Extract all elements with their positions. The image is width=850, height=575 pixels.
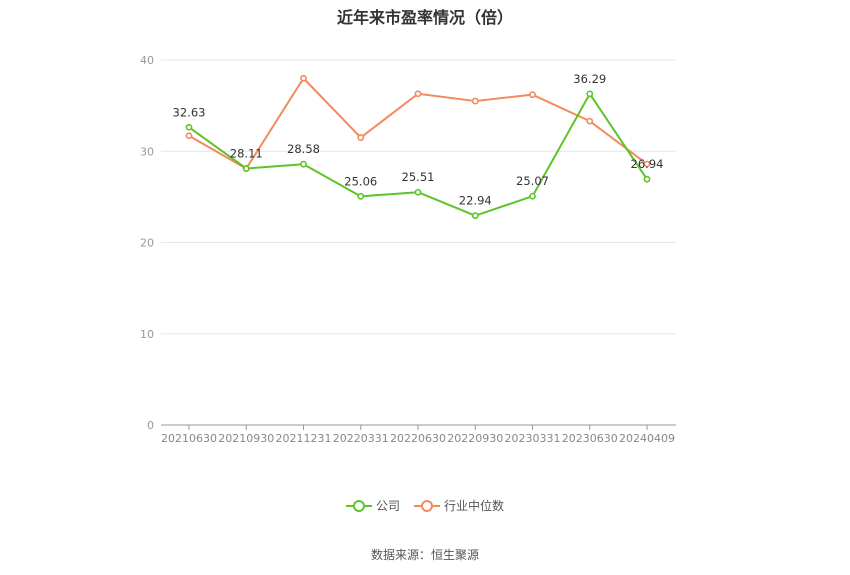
legend-label-company: 公司 xyxy=(375,499,400,513)
data-point xyxy=(529,192,536,200)
x-tick-label: 20211231 xyxy=(276,432,332,445)
data-point xyxy=(357,134,365,141)
y-tick-label: 30 xyxy=(140,145,154,158)
data-label: 26.94 xyxy=(631,157,664,171)
x-tick-label: 20220630 xyxy=(390,432,446,445)
chart-title: 近年来市盈率情况（倍） xyxy=(336,8,513,27)
data-label: 28.11 xyxy=(230,146,263,160)
data-point xyxy=(471,212,479,220)
legend-circle-icon xyxy=(352,499,365,512)
y-tick-label: 40 xyxy=(140,54,154,67)
y-tick-label: 0 xyxy=(147,419,154,432)
data-labels: 32.63 28.11 28.58 25.06 25.51 22.94 25.07 36.29… xyxy=(173,72,664,208)
data-point xyxy=(357,192,365,200)
x-tick-label: 20220331 xyxy=(333,432,389,445)
x-tick-label: 20220930 xyxy=(447,432,503,445)
series-industry-median xyxy=(185,74,651,172)
x-tick-label: 20240409 xyxy=(619,432,675,445)
legend: 公司 行业中位数 xyxy=(0,497,850,514)
data-point xyxy=(471,97,479,105)
data-point xyxy=(529,91,536,99)
data-point xyxy=(414,188,422,196)
x-tick-label: 20210630 xyxy=(161,432,217,445)
data-label: 28.58 xyxy=(287,142,320,156)
data-point xyxy=(414,90,422,98)
legend-swatch-company xyxy=(345,499,372,513)
x-tick-label: 20210930 xyxy=(218,432,274,445)
axes: 0 10 20 30 40 20210630 20210930 20211231 2022033… xyxy=(140,54,676,445)
data-label: 22.94 xyxy=(459,194,492,208)
data-label: 32.63 xyxy=(173,105,206,119)
data-point xyxy=(300,160,307,168)
y-tick-label: 20 xyxy=(140,237,154,250)
data-label: 36.29 xyxy=(573,72,606,86)
data-point xyxy=(300,74,307,82)
data-point xyxy=(643,160,651,168)
data-point xyxy=(242,165,250,172)
data-point xyxy=(643,175,651,183)
data-label: 25.07 xyxy=(516,174,549,188)
legend-swatch-industry-median xyxy=(414,499,440,513)
data-point xyxy=(185,123,193,131)
data-point xyxy=(586,117,594,125)
legend-label-industry-median: 行业中位数 xyxy=(444,499,505,513)
series-lines xyxy=(185,74,651,220)
data-point xyxy=(185,132,193,140)
series-company xyxy=(185,90,651,220)
data-label: 25.51 xyxy=(402,170,435,184)
gridlines xyxy=(161,59,676,335)
legend-circle-icon xyxy=(421,499,433,512)
x-tick-label: 20230630 xyxy=(562,432,618,445)
y-tick-label: 10 xyxy=(140,328,154,341)
data-point xyxy=(586,90,594,98)
legend-item-company[interactable]: 公司 xyxy=(345,497,400,514)
data-label: 25.06 xyxy=(344,174,377,188)
source-note: 数据来源：恒生聚源 xyxy=(370,548,479,562)
x-tick-label: 20230331 xyxy=(505,432,561,445)
legend-item-industry-median[interactable]: 行业中位数 xyxy=(414,497,504,514)
